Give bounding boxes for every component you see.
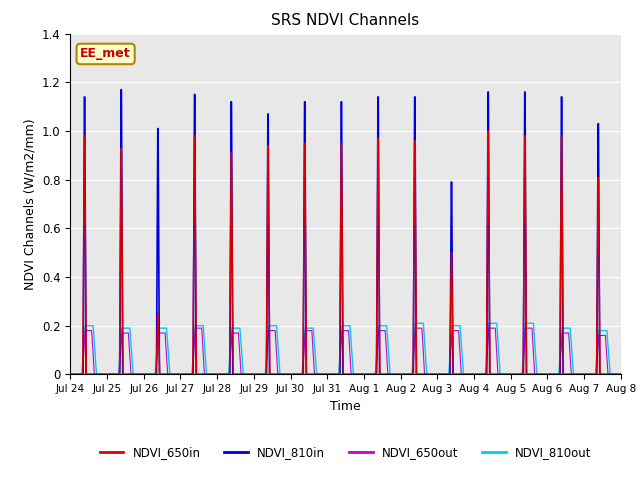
Title: SRS NDVI Channels: SRS NDVI Channels: [271, 13, 420, 28]
Text: EE_met: EE_met: [80, 48, 131, 60]
Y-axis label: NDVI Channels (W/m2/mm): NDVI Channels (W/m2/mm): [24, 118, 36, 290]
Legend: NDVI_650in, NDVI_810in, NDVI_650out, NDVI_810out: NDVI_650in, NDVI_810in, NDVI_650out, NDV…: [95, 442, 596, 464]
X-axis label: Time: Time: [330, 400, 361, 413]
